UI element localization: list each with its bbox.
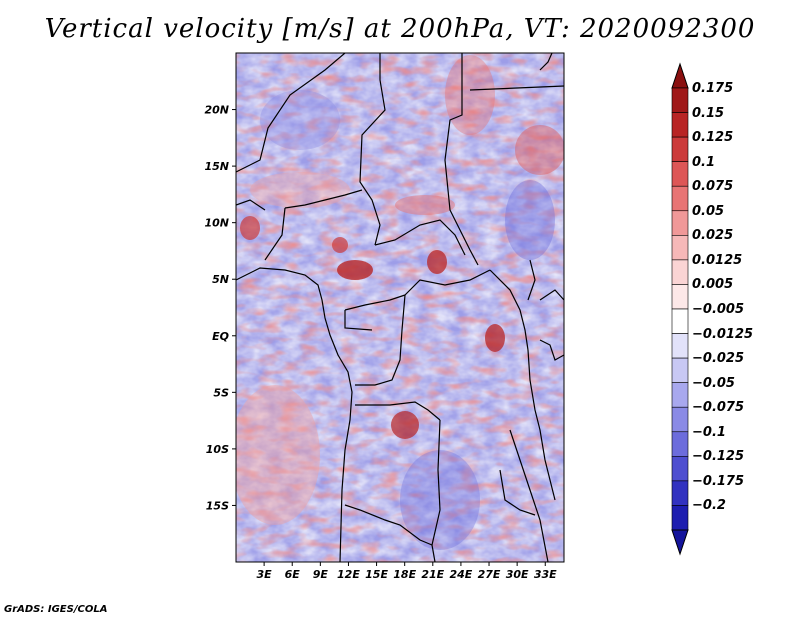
colorbar	[671, 62, 689, 556]
colorbar-label: 0.05	[692, 203, 725, 219]
vertical-velocity-field	[236, 53, 564, 562]
colorbar-label: −0.075	[692, 400, 745, 416]
lon-tick-label: 33E	[534, 568, 557, 581]
colorbar-segment	[671, 284, 689, 310]
colorbar-segment	[671, 382, 689, 408]
credit-text: GrADS: IGES/COLA	[4, 604, 108, 615]
country-borders	[236, 53, 564, 562]
colorbar-segment	[671, 210, 689, 236]
colorbar-segment	[671, 456, 689, 482]
colorbar-segment	[671, 406, 689, 433]
lat-tick-label: 20N	[204, 104, 229, 117]
colorbar-segment	[671, 333, 689, 359]
colorbar-segment	[671, 357, 689, 383]
colorbar-segment	[671, 505, 689, 531]
colorbar-segment	[671, 87, 689, 113]
colorbar-label: −0.125	[692, 449, 745, 465]
lon-tick-label: 6E	[285, 568, 301, 581]
colorbar-segment	[671, 112, 689, 138]
lon-tick-label: 30E	[506, 568, 529, 581]
longitude-axis: 3E 6E 9E 12E 15E 18E 21E 24E 27E 30E 33E	[257, 562, 557, 581]
colorbar-bottom-arrow	[671, 529, 689, 556]
colorbar-label: 0.005	[692, 277, 734, 293]
colorbar-label: 0.125	[692, 130, 734, 146]
colorbar-segment	[671, 235, 689, 261]
colorbar-label: 0.0125	[692, 252, 743, 268]
colorbar-label: −0.025	[692, 351, 745, 367]
lat-tick-label: 5N	[212, 273, 229, 286]
lat-tick-label: EQ	[212, 330, 229, 343]
colorbar-label: −0.1	[692, 424, 726, 440]
lon-tick-label: 27E	[478, 568, 501, 581]
colorbar-label: 0.075	[692, 179, 734, 195]
colorbar-segment	[671, 161, 689, 187]
colorbar-label: 0.15	[692, 105, 725, 121]
colorbar-label: −0.175	[692, 473, 745, 489]
lat-tick-label: 15N	[204, 160, 229, 173]
lat-tick-label: 10S	[206, 443, 229, 456]
lon-tick-label: 15E	[365, 568, 388, 581]
colorbar-segment	[671, 136, 689, 162]
colorbar-top-arrow	[671, 62, 689, 89]
colorbar-label: −0.005	[692, 302, 745, 317]
colorbar-segment	[671, 308, 689, 334]
lon-tick-label: 12E	[337, 568, 360, 581]
lat-tick-label: 15S	[206, 499, 229, 512]
colorbar-label: 0.025	[692, 228, 734, 244]
lat-tick-label: 10N	[204, 217, 229, 230]
colorbar-label: 0.175	[692, 81, 734, 96]
lon-tick-label: 9E	[313, 568, 329, 581]
latitude-axis: 20N 15N 10N 5N EQ 5S 10S 15S	[204, 104, 236, 512]
colorbar-label: −0.05	[692, 375, 735, 391]
colorbar-label: −0.0125	[692, 326, 754, 342]
lon-tick-label: 18E	[393, 568, 416, 581]
colorbar-segment	[671, 480, 689, 506]
map-frame	[235, 52, 565, 563]
colorbar-label: 0.1	[692, 154, 716, 170]
colorbar-segment	[671, 259, 689, 285]
lon-tick-label: 24E	[450, 568, 473, 581]
colorbar-segment	[671, 185, 689, 212]
lon-tick-label: 3E	[257, 568, 273, 581]
colorbar-segment	[671, 431, 689, 457]
lat-tick-label: 5S	[213, 386, 229, 399]
lon-tick-label: 21E	[421, 568, 444, 581]
map-title: Vertical velocity [m/s] at 200hPa, VT: 2…	[44, 14, 756, 44]
colorbar-label: −0.2	[692, 498, 726, 514]
